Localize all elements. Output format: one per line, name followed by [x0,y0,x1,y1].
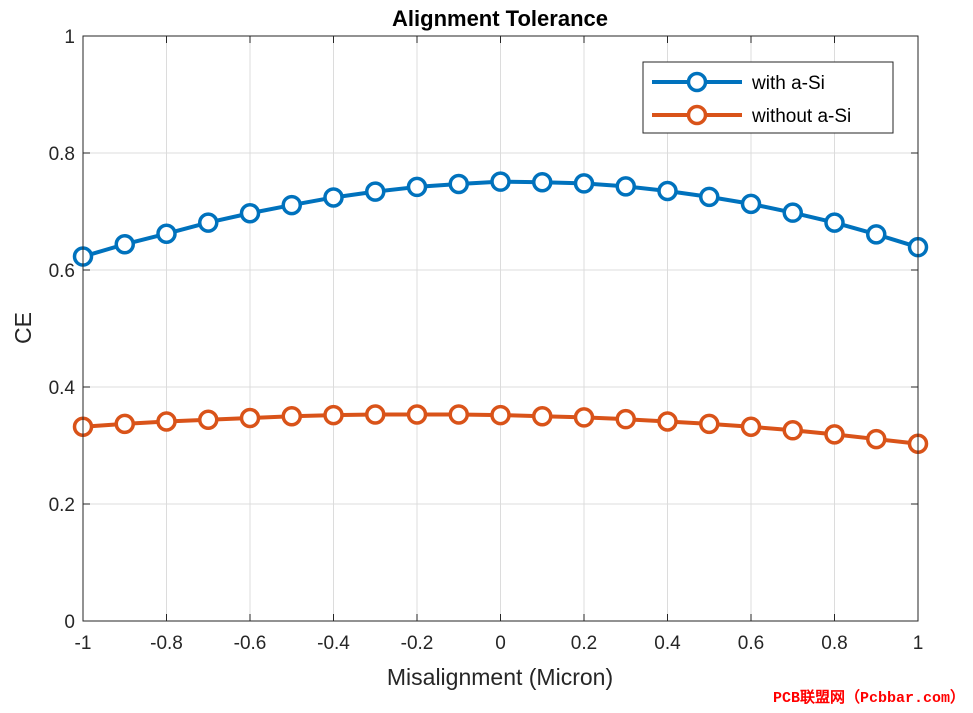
data-point-without-a-si [615,408,636,430]
y-tick-label: 0.6 [49,261,75,282]
data-point-without-a-si [239,407,261,429]
x-tick-label: 0 [495,633,506,654]
data-point-without-a-si [866,428,887,450]
data-point-with-a-si [490,171,511,192]
data-point-without-a-si [114,413,135,435]
data-point-without-a-si [490,404,511,426]
legend-box [642,61,894,134]
data-point-without-a-si [782,420,803,441]
x-tick-labels: -1 -0.8 -0.6 -0.4 -0.2 0 0.2 0.4 0.6 0.8 1 [75,633,924,654]
data-point-without-a-si [573,407,595,428]
data-point-with-a-si [782,202,803,223]
x-tick-label: -0.8 [150,633,183,654]
data-point-without-a-si [740,416,762,438]
data-point-without-a-si [156,411,177,432]
data-point-with-a-si [281,194,302,216]
data-point-with-a-si [573,173,595,194]
data-point-without-a-si [406,404,428,425]
data-point-without-a-si [448,404,469,425]
data-point-with-a-si [156,223,177,244]
data-point-with-a-si [740,193,762,215]
y-tick-label: 0 [64,612,75,633]
y-tick-label: 1 [64,27,75,48]
x-tick-label: 1 [913,633,924,654]
data-point-with-a-si [699,186,720,208]
tick-marks [82,35,919,622]
chart-title: Alignment Tolerance [392,6,608,31]
data-point-without-a-si [323,404,344,426]
data-point-with-a-si [114,234,135,255]
legend-marker-without-a-si [686,104,708,126]
data-point-without-a-si [281,406,302,427]
data-point-with-a-si [406,176,428,198]
data-point-with-a-si [365,181,386,202]
x-axis-label: Misalignment (Micron) [387,664,613,690]
data-point-without-a-si [657,411,678,432]
y-axis-label: CE [10,312,36,344]
data-point-with-a-si [866,224,887,245]
x-tick-label: -0.4 [317,633,350,654]
data-point-without-a-si [198,409,219,431]
data-point-without-a-si [365,404,386,425]
legend-label-without-a-si: without a-Si [751,106,851,127]
x-tick-label: -1 [75,633,92,654]
x-tick-label: 0.2 [571,633,597,654]
data-point-with-a-si [615,176,636,197]
data-point-with-a-si [323,187,344,208]
data-point-without-a-si [824,424,845,445]
data-point-with-a-si [198,212,219,233]
x-tick-label: 0.8 [821,633,847,654]
data-point-without-a-si [699,413,720,435]
series-layer [72,171,929,454]
data-point-without-a-si [532,406,553,427]
legend: with a-Si without a-Si [642,61,894,134]
data-point-with-a-si [448,173,469,195]
data-point-with-a-si [824,212,845,233]
legend-marker-with-a-si [686,71,708,93]
data-point-with-a-si [657,180,678,202]
series-without-a-si [72,404,929,454]
legend-label-with-a-si: with a-Si [751,73,825,94]
watermark-text: PCB联盟网（Pcbbar.com） [772,690,965,707]
y-tick-labels: 0 0.2 0.4 0.6 0.8 1 [49,27,76,633]
y-tick-label: 0.8 [49,144,75,165]
data-point-with-a-si [532,172,553,193]
x-tick-label: -0.6 [234,633,267,654]
x-tick-label: 0.6 [738,633,764,654]
y-tick-label: 0.2 [49,495,75,516]
x-tick-label: -0.2 [401,633,434,654]
y-tick-label: 0.4 [49,378,76,399]
x-tick-label: 0.4 [654,633,681,654]
data-point-with-a-si [239,203,261,224]
